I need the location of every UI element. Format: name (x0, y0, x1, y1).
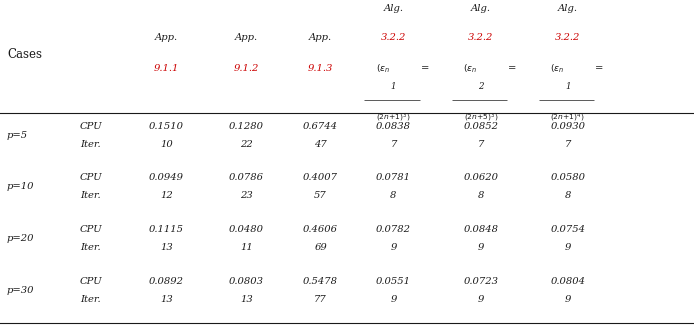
Text: 12: 12 (160, 192, 173, 200)
Text: 9: 9 (390, 243, 397, 252)
Text: 9: 9 (477, 243, 484, 252)
Text: App.: App. (309, 33, 332, 42)
Text: 0.0782: 0.0782 (376, 225, 411, 234)
Text: 3.2.2: 3.2.2 (468, 33, 493, 42)
Text: 0.0804: 0.0804 (550, 277, 585, 286)
Text: 57: 57 (314, 192, 327, 200)
Text: 8: 8 (390, 192, 397, 200)
Text: 9.1.3: 9.1.3 (308, 64, 333, 73)
Text: 13: 13 (240, 295, 253, 304)
Text: Alg.: Alg. (558, 4, 577, 13)
Text: 0.0723: 0.0723 (464, 277, 498, 286)
Text: p=30: p=30 (7, 286, 35, 295)
Text: 0.0848: 0.0848 (464, 225, 498, 234)
Text: 3.2.2: 3.2.2 (381, 33, 406, 42)
Text: App.: App. (155, 33, 178, 42)
Text: 0.0852: 0.0852 (464, 122, 498, 131)
Text: App.: App. (235, 33, 258, 42)
Text: 11: 11 (240, 243, 253, 252)
Text: 22: 22 (240, 140, 253, 149)
Text: =: = (508, 64, 516, 73)
Text: 69: 69 (314, 243, 327, 252)
Text: 0.0754: 0.0754 (550, 225, 585, 234)
Text: p=10: p=10 (7, 182, 35, 192)
Text: 0.1510: 0.1510 (149, 122, 184, 131)
Text: Alg.: Alg. (471, 4, 491, 13)
Text: 0.0551: 0.0551 (376, 277, 411, 286)
Text: 47: 47 (314, 140, 327, 149)
Text: 0.0803: 0.0803 (229, 277, 264, 286)
Text: 7: 7 (564, 140, 571, 149)
Text: Iter.: Iter. (80, 192, 101, 200)
Text: $(2n{+}5)^3)$: $(2n{+}5)^3)$ (464, 112, 498, 124)
Text: 9: 9 (564, 243, 571, 252)
Text: Iter.: Iter. (80, 243, 101, 252)
Text: 0.1115: 0.1115 (149, 225, 184, 234)
Text: CPU: CPU (80, 122, 103, 131)
Text: Cases: Cases (7, 48, 42, 61)
Text: 1: 1 (565, 82, 570, 92)
Text: =: = (421, 64, 429, 73)
Text: 0.0786: 0.0786 (229, 174, 264, 182)
Text: 8: 8 (564, 192, 571, 200)
Text: 0.0930: 0.0930 (550, 122, 585, 131)
Text: CPU: CPU (80, 277, 103, 286)
Text: 7: 7 (477, 140, 484, 149)
Text: Iter.: Iter. (80, 295, 101, 304)
Text: 0.0480: 0.0480 (229, 225, 264, 234)
Text: 0.5478: 0.5478 (303, 277, 338, 286)
Text: 0.6744: 0.6744 (303, 122, 338, 131)
Text: 0.0620: 0.0620 (464, 174, 498, 182)
Text: $(\epsilon_n$: $(\epsilon_n$ (464, 63, 477, 75)
Text: 77: 77 (314, 295, 327, 304)
Text: 9: 9 (564, 295, 571, 304)
Text: 9.1.2: 9.1.2 (234, 64, 259, 73)
Text: 0.0781: 0.0781 (376, 174, 411, 182)
Text: 13: 13 (160, 295, 173, 304)
Text: 3.2.2: 3.2.2 (555, 33, 580, 42)
Text: =: = (595, 64, 603, 73)
Text: 0.4007: 0.4007 (303, 174, 338, 182)
Text: 1: 1 (391, 82, 396, 92)
Text: 9: 9 (477, 295, 484, 304)
Text: 0.0580: 0.0580 (550, 174, 585, 182)
Text: 0.4606: 0.4606 (303, 225, 338, 234)
Text: 0.0838: 0.0838 (376, 122, 411, 131)
Text: 23: 23 (240, 192, 253, 200)
Text: Iter.: Iter. (80, 140, 101, 149)
Text: 7: 7 (390, 140, 397, 149)
Text: $(\epsilon_n$: $(\epsilon_n$ (376, 63, 390, 75)
Text: Alg.: Alg. (384, 4, 403, 13)
Text: 0.1280: 0.1280 (229, 122, 264, 131)
Text: $(2n{+}1)^4)$: $(2n{+}1)^4)$ (550, 112, 585, 124)
Text: $(2n{+}1)^3)$: $(2n{+}1)^3)$ (376, 112, 411, 124)
Text: CPU: CPU (80, 225, 103, 234)
Text: 0.0892: 0.0892 (149, 277, 184, 286)
Text: p=20: p=20 (7, 234, 35, 243)
Text: p=5: p=5 (7, 131, 28, 140)
Text: 8: 8 (477, 192, 484, 200)
Text: $(\epsilon_n$: $(\epsilon_n$ (550, 63, 564, 75)
Text: 9.1.1: 9.1.1 (154, 64, 179, 73)
Text: 10: 10 (160, 140, 173, 149)
Text: CPU: CPU (80, 174, 103, 182)
Text: 0.0949: 0.0949 (149, 174, 184, 182)
Text: 13: 13 (160, 243, 173, 252)
Text: 9: 9 (390, 295, 397, 304)
Text: 2: 2 (478, 82, 484, 92)
